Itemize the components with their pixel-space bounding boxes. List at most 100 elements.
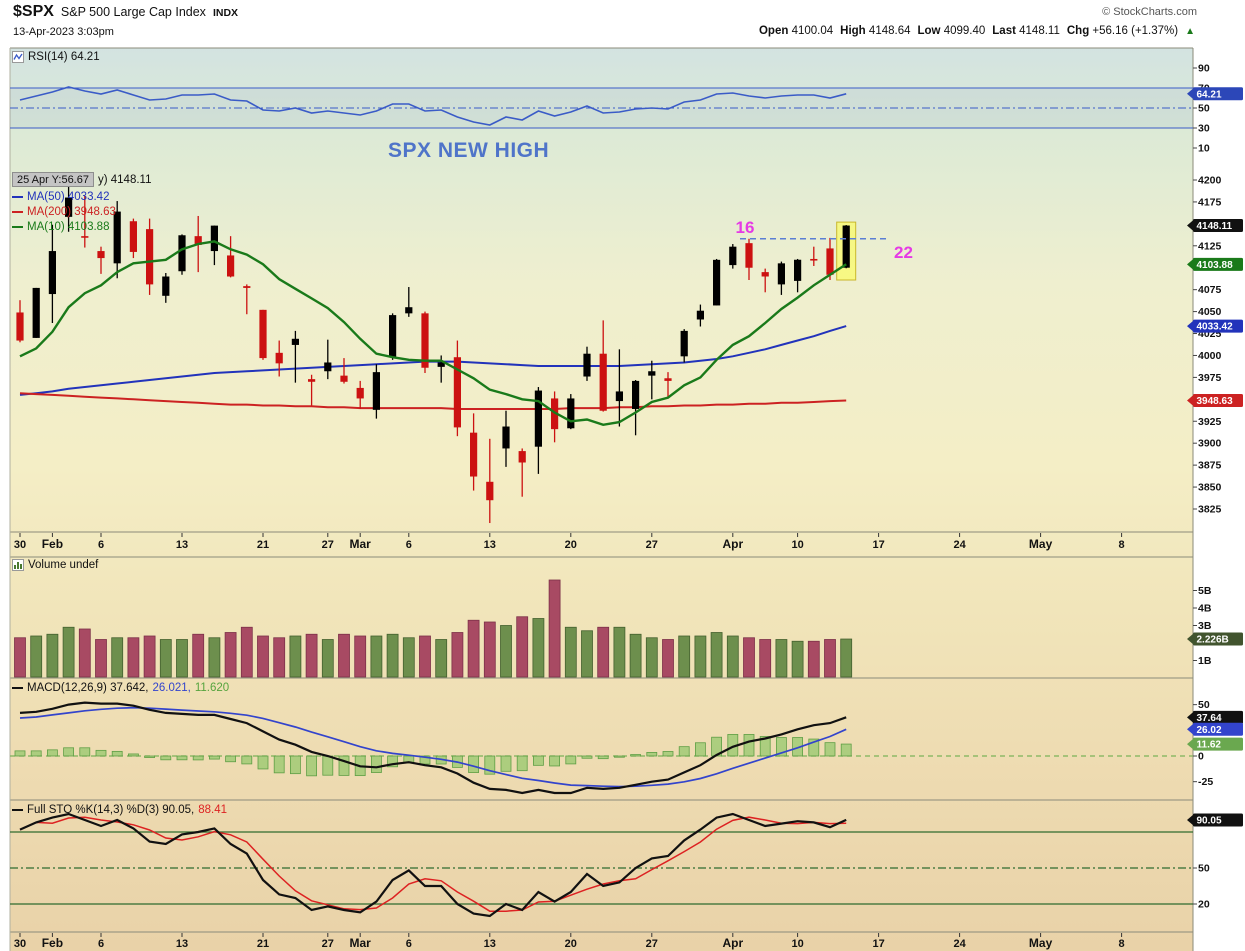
macd-hist-bar [208, 755, 220, 760]
open-value: 4100.04 [791, 25, 834, 37]
macd-hist-bar [759, 736, 771, 757]
volume-bar [629, 633, 642, 678]
candle-body [210, 225, 218, 252]
macd-hist-bar [176, 755, 188, 761]
ma-line-MA(200) [19, 392, 847, 410]
volume-bar [710, 632, 723, 678]
macd-hist-bar [370, 755, 382, 773]
candle-body [794, 259, 802, 281]
axis-flag-arrow [1187, 813, 1194, 826]
axis-flag [1193, 710, 1243, 724]
candle-body [162, 276, 170, 296]
ma10-swatch [12, 226, 23, 228]
volume-bar [791, 640, 804, 678]
volume-bar [467, 619, 480, 678]
volume-bar [321, 639, 334, 678]
candle-body [421, 313, 429, 368]
candle-body [486, 481, 494, 501]
volume-bar [532, 618, 545, 678]
volume-bar [111, 637, 124, 678]
y-axis-label: 4B [1198, 603, 1212, 615]
x-axis-label: 24 [953, 539, 966, 551]
candle-body [534, 390, 542, 447]
candle-body [291, 338, 299, 345]
volume-bar [95, 639, 107, 678]
axis-flag [1193, 813, 1243, 827]
sto-k-line [19, 812, 847, 918]
x-axis-label: 6 [406, 938, 412, 950]
macd-hist-bar [533, 755, 544, 766]
volume-bar [402, 637, 415, 678]
macd-hist-bar [225, 755, 237, 763]
x-axis-label: 6 [406, 539, 412, 551]
ma200-legend: MA(200) 3948.63 [12, 206, 116, 218]
copyright: © StockCharts.com [1102, 6, 1197, 18]
high-quote: High 4148.64 [840, 25, 910, 37]
sto-line-swatch [12, 809, 23, 811]
x-axis-label: 30 [14, 938, 26, 950]
candle-body [696, 310, 704, 320]
volume-bar [208, 637, 221, 678]
volume-legend: Volume undef [12, 559, 98, 571]
sto-d-line [19, 816, 847, 912]
volume-bar [159, 639, 172, 678]
chg-value: +56.16 (+1.37%) [1092, 25, 1179, 37]
macd-legend-hist: 11.620 [194, 682, 230, 694]
rsi-legend: RSI(14) 64.21 [12, 51, 100, 63]
candle-body [97, 251, 105, 259]
macd-legend-signal: 26.021, [152, 682, 191, 694]
volume-bar [354, 635, 367, 678]
macd-hist-bar [500, 755, 512, 772]
x-axis-label: 24 [953, 938, 966, 950]
volume-bar [419, 635, 431, 678]
candle-body [405, 307, 413, 314]
volume-bar [840, 638, 853, 678]
ma50-swatch [12, 196, 23, 198]
macd-hist-bar [192, 755, 204, 761]
candle-body [518, 451, 526, 463]
x-axis-label: 20 [565, 938, 577, 950]
high-value: 4148.64 [868, 25, 911, 37]
candle-body [745, 243, 753, 268]
volume-panel-icon [12, 559, 24, 571]
volume-bar [127, 637, 140, 678]
candle-body [178, 235, 186, 272]
x-axis-label: 17 [872, 938, 884, 950]
up-arrow-icon: ▲ [1185, 26, 1195, 37]
x-axis-label: 30 [14, 539, 26, 551]
macd-hist-bar [387, 755, 399, 768]
macd-hist-bar [614, 755, 625, 758]
macd-hist-bar [338, 755, 350, 776]
x-axis-label: 20 [565, 539, 577, 551]
candle-body [259, 309, 267, 359]
y-axis-label: 3B [1198, 620, 1212, 632]
y-axis-label: 3825 [1198, 503, 1222, 515]
y-axis-label: 3900 [1198, 438, 1222, 450]
macd-hist-bar [824, 742, 836, 757]
candle-body [437, 362, 445, 367]
candle-body [324, 362, 332, 372]
candle-body [761, 272, 769, 277]
axis-flag-arrow [1187, 394, 1194, 407]
candle-body [308, 379, 316, 382]
sto-legend-d: 88.41 [198, 804, 228, 816]
macd-hist-bar [695, 742, 706, 757]
axis-flag [1193, 737, 1243, 751]
high-label: High [840, 25, 866, 37]
axis-flag-label: 37.64 [1197, 713, 1222, 724]
chg-label: Chg [1066, 25, 1090, 37]
ma200-label: MA(200) 3948.63 [27, 206, 116, 218]
axis-flag-label: 4148.11 [1197, 221, 1233, 232]
x-axis-label: Apr [722, 936, 743, 950]
volume-bar [240, 626, 253, 678]
macd-hist-bar [630, 754, 641, 757]
volume-bar [743, 637, 755, 678]
volume-bar [726, 635, 739, 678]
candle-body [194, 236, 202, 245]
x-axis-label: 10 [791, 539, 803, 551]
axis-flag-arrow [1187, 258, 1194, 271]
axis-flag-arrow [1187, 738, 1194, 751]
marker-22: 22 [894, 243, 913, 262]
candle-body [453, 357, 461, 428]
